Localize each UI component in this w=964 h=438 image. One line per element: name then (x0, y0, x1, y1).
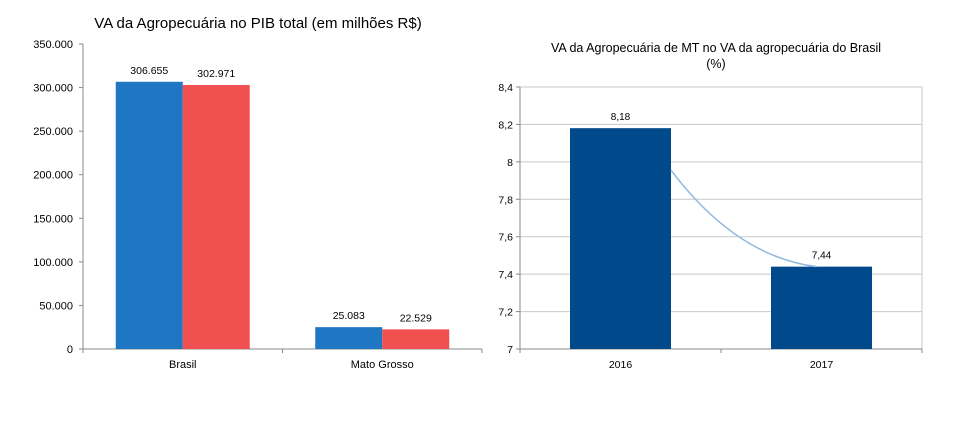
chart2-x-tick-label: 2016 (609, 359, 633, 371)
chart1-bar (382, 329, 450, 349)
chart1-y-tick-label: 0 (67, 344, 73, 356)
chart1-bar (182, 84, 250, 349)
chart2-axes: 7 7,2 7,4 7,6 7,8 8 8,2 8,4 2016 2017 (498, 82, 923, 371)
chart1-title: VA da Agropecuária no PIB total (em milh… (94, 15, 421, 32)
chart1-x-tick-label: Brasil (169, 359, 197, 371)
chart1-y-tick-label: 100.000 (33, 257, 73, 269)
chart2-y-tick-label: 8,2 (498, 119, 513, 131)
chart1-data-label: 25.083 (333, 310, 365, 322)
chart2-y-tick-label: 8 (507, 157, 513, 169)
chart-pib-total: VA da Agropecuária no PIB total (em milh… (33, 15, 483, 371)
chart1-bar (315, 327, 383, 349)
chart2-data-label: 8,18 (611, 112, 631, 123)
chart1-axes: 0 50.000 100.000 150.000 200.000 250.000 300.0… (33, 39, 483, 371)
chart1-data-label: 302.971 (197, 68, 235, 80)
chart1-bar (115, 81, 183, 350)
chart2-y-tick-label: 7 (507, 344, 513, 356)
chart2-trendline (670, 169, 817, 268)
chart1-y-tick-label: 300.000 (33, 83, 73, 95)
chart2-data-label: 7,44 (812, 251, 832, 262)
chart-va-percent: VA da Agropecuária de MT no VA da agrope… (498, 41, 923, 371)
chart2-y-tick-label: 7,4 (498, 269, 513, 281)
chart2-y-tick-label: 7,8 (498, 194, 513, 206)
chart2-x-tick-label: 2017 (810, 359, 834, 371)
chart2-y-tick-label: 7,6 (498, 232, 513, 244)
chart2-y-tick-label: 7,2 (498, 307, 513, 319)
chart1-data-label: 22.529 (400, 312, 432, 324)
chart1-y-tick-label: 50.000 (39, 300, 73, 312)
chart2-bars: 8,18 7,44 (570, 112, 872, 349)
chart2-y-tick-label: 8,4 (498, 82, 513, 94)
chart1-y-tick-label: 150.000 (33, 213, 73, 225)
chart1-y-tick-label: 200.000 (33, 170, 73, 182)
chart2-title-line2: (%) (706, 57, 725, 71)
chart2-title: VA da Agropecuária de MT no VA da agrope… (551, 41, 881, 55)
chart1-x-tick-label: Mato Grosso (351, 359, 414, 371)
chart2-bar (771, 266, 872, 349)
chart1-bars: 306.655 302.971 25.083 22.529 (115, 65, 450, 350)
chart2-bar (570, 128, 671, 349)
chart1-y-tick-label: 250.000 (33, 126, 73, 138)
chart1-data-label: 306.655 (130, 65, 168, 77)
chart1-y-tick-label: 350.000 (33, 39, 73, 51)
